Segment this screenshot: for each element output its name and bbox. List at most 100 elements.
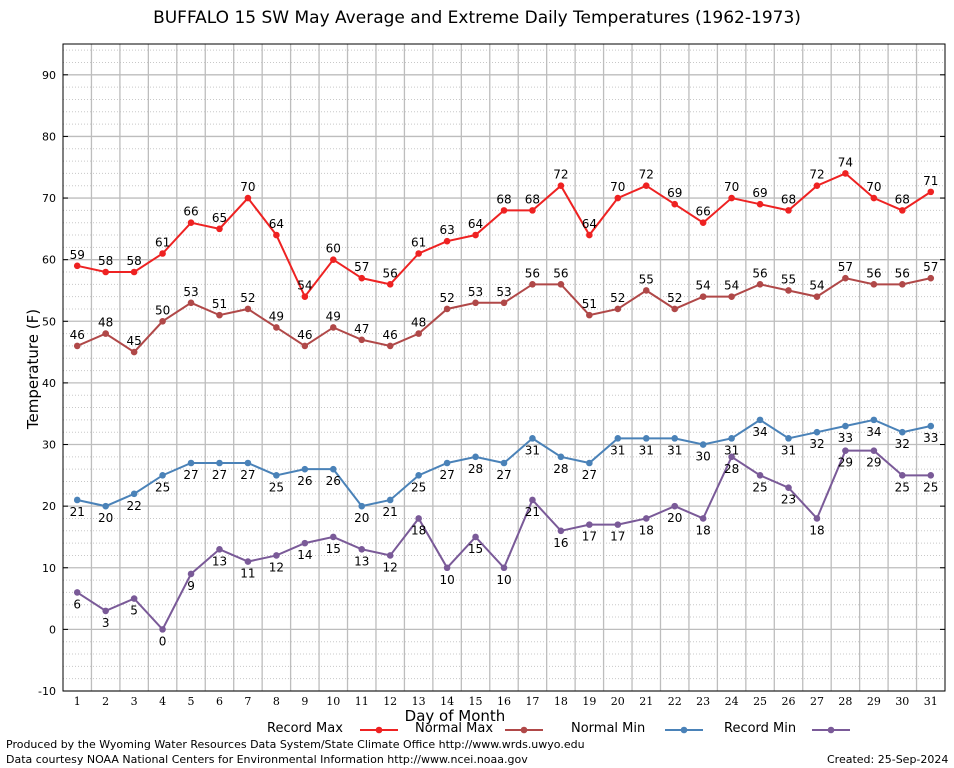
data-point [728,435,735,442]
data-point [415,515,422,522]
data-label: 31 [639,443,654,457]
data-label: 9 [187,579,195,593]
data-label: 68 [525,192,540,206]
data-label: 25 [752,480,767,494]
x-tick-label: 21 [639,695,653,708]
data-label: 31 [610,443,625,457]
data-label: 53 [496,285,511,299]
data-label: 32 [809,437,824,451]
x-tick-label: 31 [924,695,938,708]
data-label: 25 [269,480,284,494]
data-label: 52 [667,291,682,305]
data-label: 27 [183,468,198,482]
data-label: 27 [439,468,454,482]
data-label: 20 [667,511,682,525]
data-point [671,305,679,313]
data-point [472,453,479,461]
data-point [443,305,451,313]
data-point [130,348,138,356]
data-label: 22 [126,499,141,513]
data-label: 70 [724,180,739,194]
x-tick-label: 4 [159,695,166,708]
data-point [614,305,622,313]
data-point [329,324,337,331]
data-point [899,281,906,288]
data-point [472,231,479,239]
data-point [671,502,679,510]
data-label: 69 [667,186,682,200]
data-point [500,564,508,572]
data-label: 68 [496,192,511,206]
data-point [927,188,935,196]
data-point [244,305,252,313]
x-tick-label: 12 [383,695,397,708]
data-label: 54 [696,279,711,293]
data-label: 52 [610,291,625,305]
data-label: 57 [354,260,369,274]
data-point [329,465,337,473]
data-point [842,447,849,454]
legend-normal-max: Normal Max [415,721,493,736]
data-label: 15 [468,542,483,556]
data-label: 18 [696,523,711,537]
y-tick-label: 40 [42,377,56,390]
data-label: 54 [724,279,739,293]
data-label: 61 [155,236,170,250]
data-point [557,527,565,535]
x-tick-label: 26 [782,695,796,708]
legend-swatch-marker [520,726,528,734]
data-point [472,299,479,307]
data-label: 31 [525,443,540,457]
data-point [529,435,536,442]
data-point [244,194,252,202]
data-point [159,317,166,325]
data-label: 65 [212,211,227,225]
data-point [899,428,906,436]
data-point [557,453,565,461]
legend-label-normal-max: Normal Max [415,721,494,736]
data-point [386,342,394,350]
data-label: 57 [838,260,853,274]
data-label: 27 [582,468,597,482]
x-tick-label: 16 [497,695,511,708]
y-tick-label: -10 [38,685,56,698]
data-label: 34 [866,425,881,439]
data-label: 70 [866,180,881,194]
data-label: 57 [923,260,938,274]
data-point [614,194,622,202]
data-point [671,435,679,442]
data-point [73,262,81,270]
data-point [443,564,451,572]
x-tick-label: 8 [273,695,280,708]
data-point [500,207,508,214]
data-label: 18 [809,523,824,537]
data-point [699,515,707,522]
data-point [73,342,81,350]
data-label: 25 [895,480,910,494]
data-label: 72 [639,168,654,182]
data-label: 72 [809,168,824,182]
data-point [358,274,366,282]
data-label: 20 [354,511,369,525]
x-tick-label: 22 [668,695,682,708]
data-label: 3 [102,616,110,630]
legend-normal-min: Normal Min [571,721,645,736]
data-label: 72 [553,168,568,182]
x-tick-label: 15 [469,695,483,708]
data-point [102,502,109,510]
data-point [927,422,935,430]
data-point [301,465,309,473]
data-point [642,435,650,442]
data-point [301,539,309,547]
x-tick-label: 30 [895,695,909,708]
data-label: 29 [866,456,881,470]
data-label: 25 [411,480,426,494]
data-point [927,274,935,282]
data-label: 64 [582,217,597,231]
data-point [870,416,878,424]
data-point [586,311,593,319]
data-point [756,200,764,208]
data-point [216,311,223,319]
data-label: 51 [212,297,227,311]
data-label: 53 [183,285,198,299]
